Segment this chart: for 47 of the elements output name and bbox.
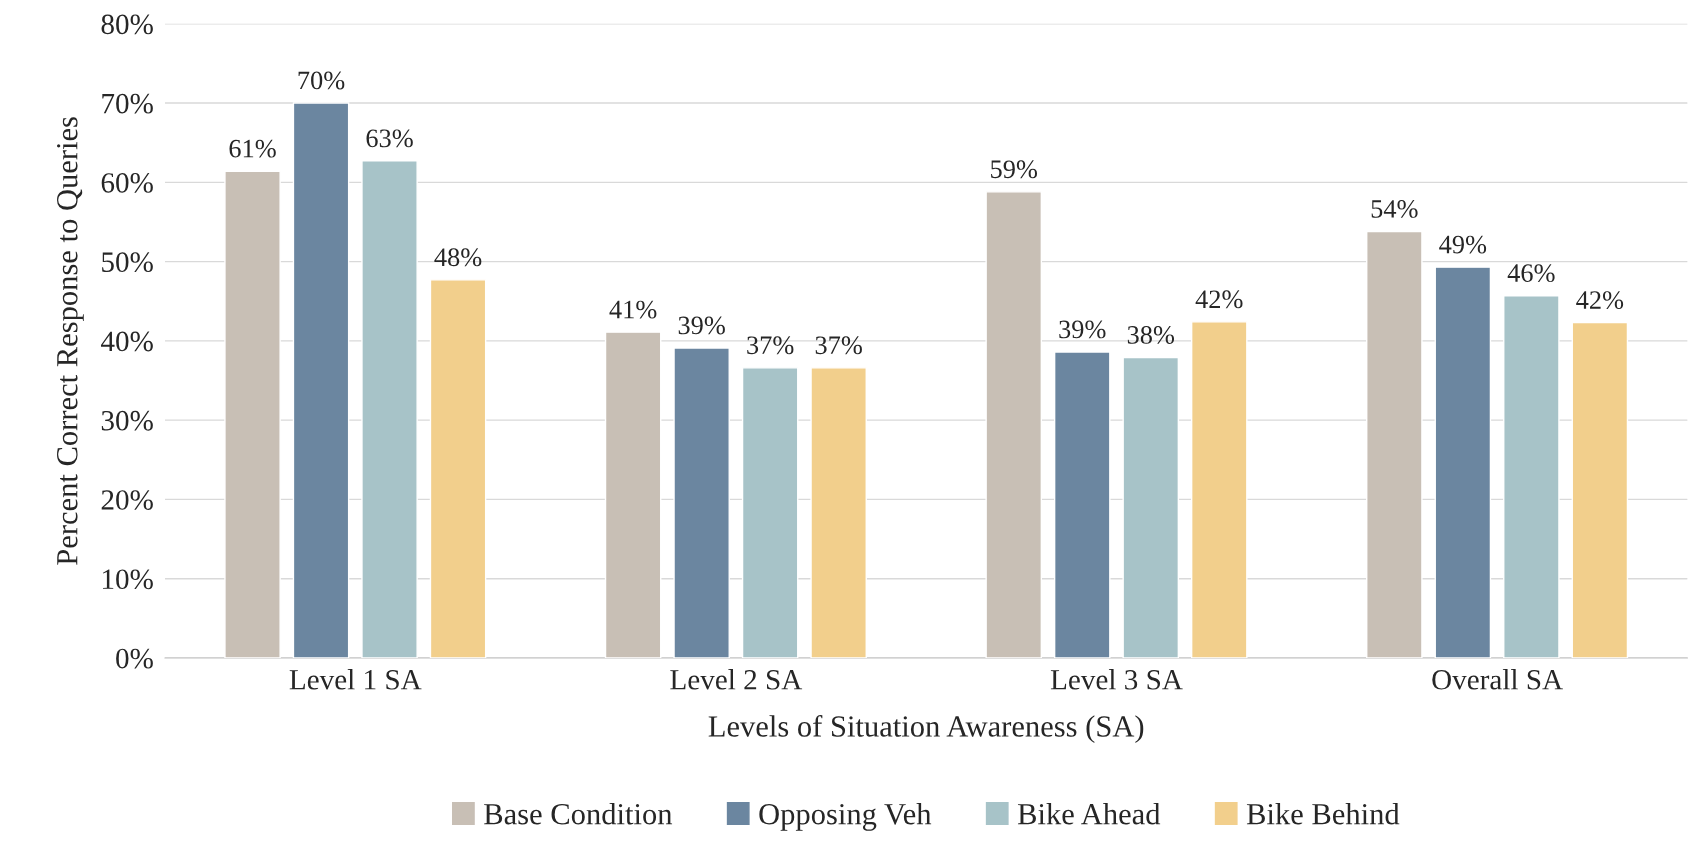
x-tick-label: Level 3 SA (1050, 669, 1183, 690)
data-label: 37% (747, 336, 794, 355)
data-label: 41% (609, 300, 657, 319)
bar (673, 347, 730, 658)
data-label: 37% (815, 336, 862, 355)
bar (741, 367, 799, 658)
x-tick-label: Level 2 SA (670, 669, 803, 690)
y-tick-label: 60% (101, 173, 153, 193)
bar (361, 160, 418, 658)
data-label: 39% (1059, 320, 1106, 339)
y-tick-label: 40% (100, 331, 153, 352)
data-label: 59% (991, 160, 1038, 179)
data-label: 63% (366, 129, 413, 148)
y-tick-label: 80% (101, 14, 153, 35)
x-axis-title: Levels of Situation Awareness (SA) (708, 714, 1144, 743)
y-tick-label: 70% (102, 93, 153, 114)
bar (1503, 294, 1560, 658)
bar (1122, 356, 1180, 658)
data-label: 61% (229, 139, 276, 158)
bar (1053, 351, 1111, 658)
bar (1190, 321, 1248, 658)
data-label: 54% (1371, 199, 1418, 218)
bar (1434, 266, 1492, 658)
y-axis-title: Percent Correct Response to Queries (57, 117, 84, 565)
bar (292, 102, 350, 658)
bar (429, 279, 487, 658)
legend-label: Base Condition (484, 802, 673, 825)
y-tick-label: 50% (102, 252, 153, 273)
x-tick-label: Overall SA (1432, 669, 1563, 690)
bar (1571, 321, 1629, 658)
legend-label: Opposing Veh (759, 802, 932, 831)
data-label: 48% (434, 248, 482, 267)
bar (810, 367, 867, 658)
legend-label: Bike Ahead (1017, 802, 1161, 825)
y-tick-label: 20% (101, 490, 153, 510)
data-label: 38% (1127, 326, 1175, 344)
data-label: 46% (1507, 264, 1555, 283)
y-tick-label: 10% (102, 569, 153, 590)
data-label: 42% (1576, 291, 1624, 310)
data-label: 70% (298, 71, 345, 90)
data-label: 39% (678, 316, 725, 335)
y-tick-label: 0% (116, 648, 153, 669)
legend-label: Bike Behind (1246, 802, 1400, 825)
x-tick-label: Level 1 SA (289, 669, 422, 690)
y-tick-label: 30% (101, 410, 153, 431)
data-label: 49% (1439, 235, 1487, 254)
data-label: 42% (1195, 290, 1243, 309)
